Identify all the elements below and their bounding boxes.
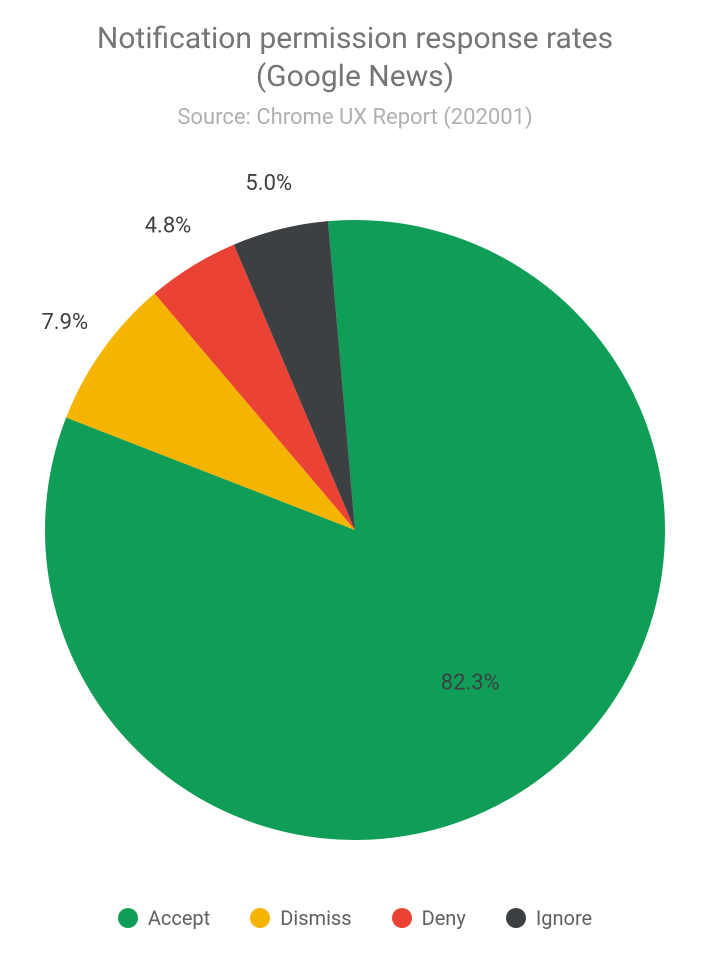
legend-item-accept: Accept [118, 906, 210, 930]
pie-chart: 82.3% 7.9% 4.8% 5.0% [0, 160, 710, 860]
slice-label-dismiss: 7.9% [41, 310, 88, 335]
legend-label-accept: Accept [148, 906, 210, 930]
legend-swatch-deny [392, 908, 412, 928]
slice-label-accept: 82.3% [441, 671, 500, 696]
slice-label-ignore: 5.0% [245, 171, 292, 196]
legend-swatch-dismiss [250, 908, 270, 928]
slice-label-deny: 4.8% [145, 213, 192, 238]
chart-subtitle: Source: Chrome UX Report (202001) [0, 105, 710, 130]
chart-title: Notification permission response rates (… [0, 0, 710, 95]
legend-label-dismiss: Dismiss [280, 906, 351, 930]
legend-item-deny: Deny [392, 906, 466, 930]
legend-item-ignore: Ignore [506, 906, 592, 930]
pie-svg: 82.3% 7.9% 4.8% 5.0% [0, 160, 710, 900]
legend-label-ignore: Ignore [536, 906, 592, 930]
legend-item-dismiss: Dismiss [250, 906, 351, 930]
legend: Accept Dismiss Deny Ignore [0, 906, 710, 930]
legend-swatch-ignore [506, 908, 526, 928]
legend-label-deny: Deny [422, 906, 466, 930]
chart-container: Notification permission response rates (… [0, 0, 710, 964]
legend-swatch-accept [118, 908, 138, 928]
